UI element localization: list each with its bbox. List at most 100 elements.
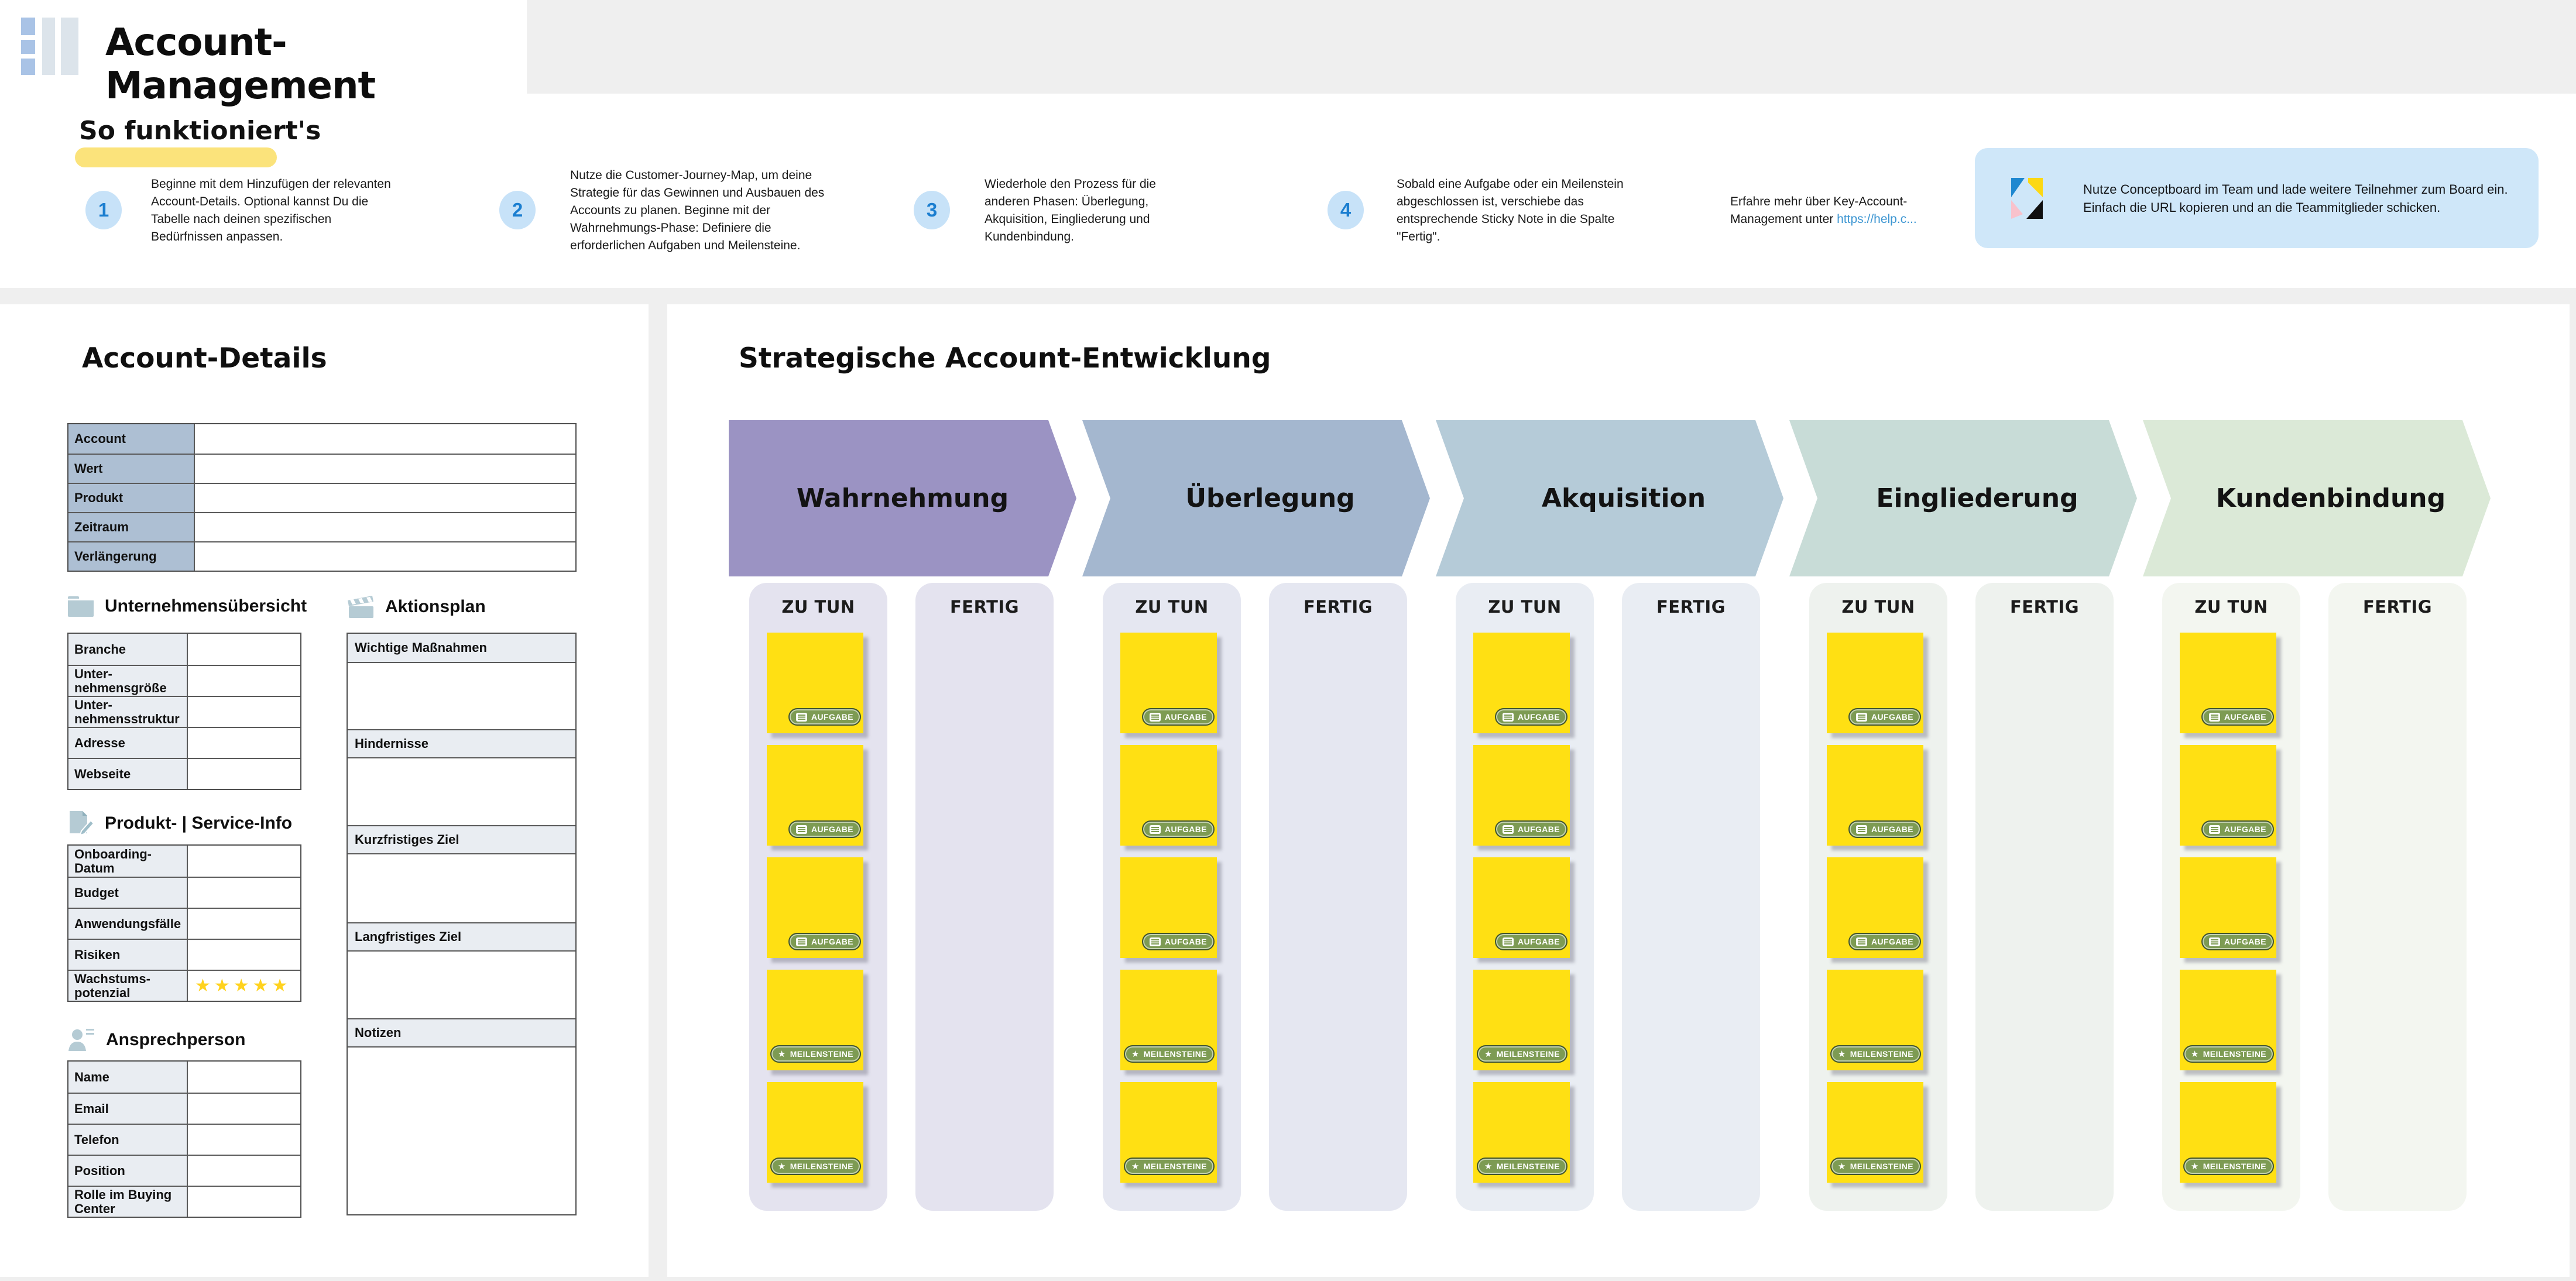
task-list-icon (795, 712, 807, 722)
sticky-note[interactable]: AUFGABE (1473, 745, 1570, 846)
kanban-column-done-phase-1: FERTIG (1269, 583, 1407, 1211)
task-list-icon (795, 825, 807, 834)
team-tip-box: Nutze Conceptboard im Team und lade weit… (1975, 148, 2539, 248)
task-badge: AUFGABE (788, 933, 861, 950)
sticky-note[interactable]: ★ MEILENSTEINE (767, 1082, 863, 1183)
task-list-icon (2208, 712, 2220, 722)
action-plan-empty-area[interactable] (348, 853, 575, 922)
task-badge-icon (1149, 937, 1161, 946)
step-number-badge: 4 (1328, 191, 1364, 229)
step-text: Nutze die Customer-Journey-Map, um deine… (570, 169, 825, 252)
badge-label: MEILENSTEINE (1850, 1162, 1913, 1171)
task-list-icon (1149, 937, 1161, 946)
row-value-cell[interactable] (188, 728, 300, 758)
sticky-note[interactable]: ★ MEILENSTEINE (1120, 1082, 1217, 1183)
milestone-badge: ★ MEILENSTEINE (1476, 1045, 1567, 1063)
row-value-cell[interactable] (188, 759, 300, 789)
rating-stars[interactable]: ★★★★★ (195, 976, 291, 995)
sticky-note[interactable]: AUFGABE (1827, 857, 1923, 958)
task-badge-icon (795, 712, 807, 722)
sticky-note[interactable]: ★ MEILENSTEINE (2180, 970, 2276, 1070)
badge-label: AUFGABE (1164, 937, 1207, 946)
badge-label: AUFGABE (1517, 937, 1560, 946)
row-value-cell[interactable] (195, 455, 575, 483)
badge-label: AUFGABE (1871, 825, 1913, 834)
sticky-note[interactable]: AUFGABE (2180, 857, 2276, 958)
sticky-note[interactable]: AUFGABE (2180, 745, 2276, 846)
sticky-note[interactable]: ★ MEILENSTEINE (1827, 1082, 1923, 1183)
row-value-cell[interactable] (188, 909, 300, 939)
kanban-column-header: ZU TUN (2194, 597, 2268, 617)
help-link[interactable]: https://help.c... (1837, 212, 1917, 226)
section-heading-2: Ansprechperson (67, 1028, 245, 1052)
sticky-note[interactable]: AUFGABE (2180, 633, 2276, 733)
milestone-badge: ★ MEILENSTEINE (1123, 1158, 1215, 1175)
sticky-note[interactable]: ★ MEILENSTEINE (2180, 1082, 2276, 1183)
action-plan-header: Kurzfristiges Ziel (348, 825, 575, 853)
action-plan-empty-area[interactable] (348, 757, 575, 825)
row-value-cell[interactable] (188, 1094, 300, 1124)
row-value-cell[interactable] (195, 542, 575, 571)
sticky-note[interactable]: AUFGABE (1827, 633, 1923, 733)
sticky-note[interactable]: ★ MEILENSTEINE (767, 970, 863, 1070)
badge-label: MEILENSTEINE (1496, 1162, 1560, 1171)
row-label: Risiken (68, 940, 188, 970)
row-value-cell[interactable] (195, 513, 575, 541)
row-value-cell[interactable] (195, 424, 575, 454)
row-value-cell[interactable] (188, 940, 300, 970)
row-value-cell[interactable] (195, 484, 575, 512)
table-row: Unter- nehmensstruktur (68, 696, 300, 727)
step-text: Beginne mit dem Hinzufügen der relevante… (151, 177, 391, 243)
sticky-note[interactable]: ★ MEILENSTEINE (1473, 1082, 1570, 1183)
row-label: Email (68, 1094, 188, 1124)
action-plan-empty-area[interactable] (348, 1046, 575, 1214)
row-value-cell[interactable]: ★★★★★ (188, 971, 300, 1001)
table-row: Risiken (68, 939, 300, 970)
badge-label: MEILENSTEINE (2203, 1162, 2266, 1171)
sticky-note[interactable]: AUFGABE (1473, 857, 1570, 958)
action-plan-empty-area[interactable] (348, 950, 575, 1018)
table-section-1: Onboarding-Datum Budget Anwendungsfälle Ris… (67, 844, 301, 1002)
row-value-cell[interactable] (188, 846, 300, 877)
row-value-cell[interactable] (188, 1187, 300, 1217)
table-row: Webseite (68, 758, 300, 789)
badge-label: AUFGABE (1871, 937, 1913, 946)
sticky-note[interactable]: ★ MEILENSTEINE (1120, 970, 1217, 1070)
kanban-column-todo-phase-4: ZU TUN AUFGABE AUFGABE AUFGABE ★ MEILENSTEINE… (2162, 583, 2300, 1211)
action-plan-empty-area[interactable] (348, 662, 575, 729)
task-badge-icon (795, 937, 807, 946)
sticky-note[interactable]: AUFGABE (767, 745, 863, 846)
sticky-note[interactable]: AUFGABE (1827, 745, 1923, 846)
row-value-cell[interactable] (188, 878, 300, 908)
sticky-note[interactable]: ★ MEILENSTEINE (1827, 970, 1923, 1070)
task-badge: AUFGABE (1848, 933, 1921, 950)
step-number-badge: 2 (499, 191, 536, 229)
row-value-cell[interactable] (188, 1125, 300, 1155)
badge-label: MEILENSTEINE (790, 1162, 853, 1171)
table-row: Position (68, 1155, 300, 1186)
sticky-note[interactable]: AUFGABE (1120, 857, 1217, 958)
row-value-cell[interactable] (188, 666, 300, 696)
row-value-cell[interactable] (188, 1156, 300, 1186)
sticky-note[interactable]: AUFGABE (767, 633, 863, 733)
header-box: Account-Management (0, 0, 527, 108)
folder-icon (67, 595, 94, 618)
row-value-cell[interactable] (188, 634, 300, 665)
team-tip-text: Nutze Conceptboard im Team und lade weit… (2083, 181, 2508, 215)
sticky-note[interactable]: AUFGABE (1473, 633, 1570, 733)
sticky-note[interactable]: AUFGABE (1120, 633, 1217, 733)
table-row: Name (68, 1062, 300, 1093)
phase-chevron-0: Wahrnehmung (729, 420, 1076, 576)
sticky-note[interactable]: AUFGABE (767, 857, 863, 958)
sticky-note[interactable]: AUFGABE (1120, 745, 1217, 846)
row-label: Anwendungsfälle (68, 909, 188, 939)
phase-chevron-3: Eingliederung (1789, 420, 2137, 576)
sticky-note[interactable]: ★ MEILENSTEINE (1473, 970, 1570, 1070)
milestone-star-icon: ★ (1131, 1049, 1140, 1059)
logo-bar-segment (61, 18, 78, 75)
table-row: Wachstums- potenzial ★★★★★ (68, 970, 300, 1001)
row-value-cell[interactable] (188, 1062, 300, 1093)
kanban-column-done-phase-0: FERTIG (915, 583, 1054, 1211)
row-value-cell[interactable] (188, 697, 300, 727)
